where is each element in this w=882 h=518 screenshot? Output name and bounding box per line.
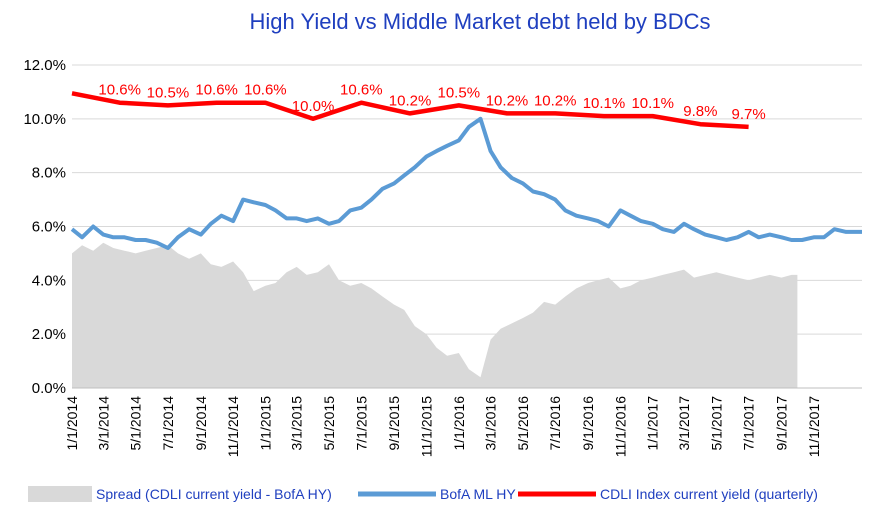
data-label: 9.8%: [683, 103, 717, 120]
x-tick-label: 9/1/2014: [193, 396, 209, 451]
x-tick-label: 3/1/2016: [483, 396, 499, 451]
x-tick-label: 3/1/2015: [289, 396, 305, 451]
x-tick-label: 5/1/2017: [708, 396, 724, 451]
x-tick-label: 5/1/2014: [128, 396, 144, 451]
data-labels-layer: 10.6% 10.5% 10.6% 10.6% 10.0% 10.6% 10.2% 10.5%…: [98, 82, 765, 123]
hy-line-layer: [70, 116, 862, 250]
x-tick-label: 5/1/2015: [321, 396, 337, 451]
x-tick-label: 7/1/2014: [160, 396, 176, 451]
x-tick-label: 3/1/2017: [676, 396, 692, 451]
data-label: 10.2%: [389, 92, 432, 109]
data-label: 10.1%: [583, 95, 626, 112]
hy-line: [70, 116, 862, 250]
y-tick-label: 2.0%: [32, 326, 66, 343]
y-tick-label: 0.0%: [32, 380, 66, 397]
data-label: 10.5%: [147, 84, 190, 101]
x-tick-label: 11/1/2017: [806, 396, 822, 457]
y-tick-label: 8.0%: [32, 165, 66, 182]
x-tick-label: 1/1/2017: [645, 396, 661, 451]
data-label: 10.6%: [340, 82, 383, 99]
x-tick-label: 7/1/2016: [547, 396, 563, 451]
legend-item-spread: Spread (CDLI current yield - BofA HY): [28, 486, 332, 502]
data-label: 10.6%: [98, 82, 141, 99]
data-label: 10.1%: [631, 95, 674, 112]
x-tick-label: 9/1/2016: [580, 396, 596, 451]
legend-item-cdli: CDLI Index current yield (quarterly): [518, 486, 818, 502]
data-label: 10.2%: [486, 92, 529, 109]
spread-area-layer: [72, 242, 798, 388]
x-tick-label: 1/1/2016: [451, 396, 467, 451]
legend-swatch-spread: [28, 486, 92, 502]
x-tick-label: 9/1/2015: [386, 396, 402, 451]
x-tick-label: 11/1/2015: [418, 396, 434, 457]
legend-label-hy: BofA ML HY: [440, 486, 516, 502]
y-axis-ticks: 0.0% 2.0% 4.0% 6.0% 8.0% 10.0% 12.0%: [23, 57, 66, 397]
x-tick-label: 9/1/2017: [773, 396, 789, 451]
legend-item-hy: BofA ML HY: [358, 486, 516, 502]
x-tick-label: 5/1/2016: [515, 396, 531, 451]
data-label: 9.7%: [732, 106, 766, 123]
x-tick-label: 3/1/2014: [95, 396, 111, 451]
cdli-line-layer: [71, 91, 749, 130]
y-tick-label: 10.0%: [23, 111, 66, 128]
legend-label-spread: Spread (CDLI current yield - BofA HY): [96, 486, 332, 502]
legend-label-cdli: CDLI Index current yield (quarterly): [600, 486, 818, 502]
x-tick-label: 7/1/2017: [741, 396, 757, 451]
y-tick-label: 6.0%: [32, 219, 66, 236]
y-tick-label: 4.0%: [32, 272, 66, 289]
x-axis: 1/1/2014 3/1/2014 5/1/2014 7/1/2014 9/1/2014…: [64, 387, 862, 457]
x-tick-label: 11/1/2014: [225, 396, 241, 457]
x-tick-label: 7/1/2015: [353, 396, 369, 451]
cdli-line: [71, 91, 749, 130]
spread-area: [72, 242, 798, 388]
x-tick-label: 11/1/2016: [612, 396, 628, 457]
legend: Spread (CDLI current yield - BofA HY) Bo…: [28, 486, 818, 502]
data-label: 10.5%: [438, 84, 481, 101]
x-tick-label: 1/1/2014: [64, 396, 80, 451]
data-label: 10.6%: [195, 82, 238, 99]
data-label: 10.6%: [244, 82, 287, 99]
y-tick-label: 12.0%: [23, 57, 66, 74]
chart-title: High Yield vs Middle Market debt held by…: [250, 9, 711, 34]
x-tick-label: 1/1/2015: [257, 396, 273, 451]
data-label: 10.0%: [292, 98, 335, 115]
data-label: 10.2%: [534, 92, 577, 109]
